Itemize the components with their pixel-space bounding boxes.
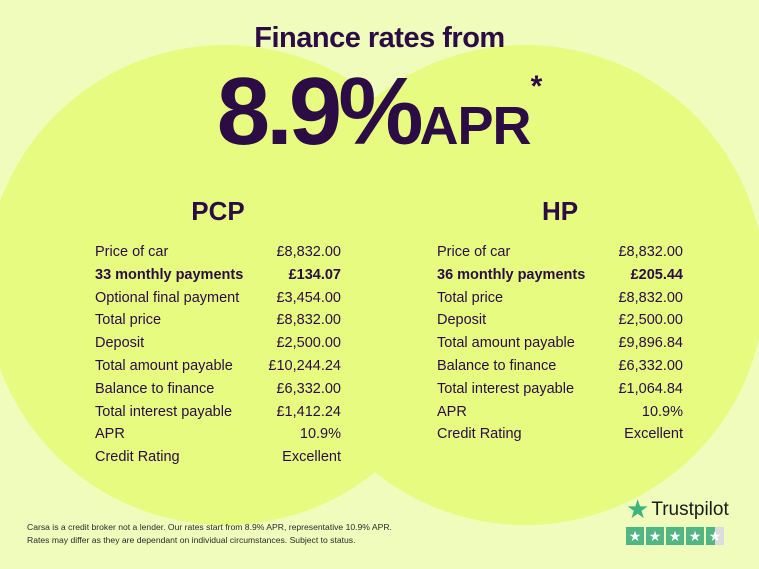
table-row: 33 monthly payments £134.07 [95, 264, 341, 287]
row-label: Credit Rating [437, 426, 522, 443]
rate-display: 8.9%APR* [0, 62, 759, 162]
table-row: Balance to finance £6,332.00 [437, 355, 683, 378]
row-label: Price of car [95, 244, 169, 260]
table-row: Deposit £2,500.00 [95, 332, 341, 355]
row-value: £2,500.00 [618, 312, 683, 329]
table-row: Balance to finance £6,332.00 [95, 378, 341, 401]
rate-value: 8.9% [216, 58, 424, 165]
star-icon: ★ [626, 494, 650, 524]
table-row: Credit Rating Excellent [437, 423, 683, 446]
table-row: Optional final payment £3,454.00 [95, 287, 341, 310]
table-row: Total amount payable £10,244.24 [95, 355, 341, 378]
table-row: Credit Rating Excellent [95, 446, 341, 469]
row-value: £205.44 [630, 266, 683, 283]
table-row: 36 monthly payments £205.44 [437, 264, 683, 287]
row-label: Total interest payable [437, 380, 575, 397]
row-value: £8,832.00 [276, 244, 341, 260]
trustpilot-name: Trustpilot [651, 498, 729, 520]
row-value: 10.9% [641, 403, 683, 420]
row-label: Deposit [437, 312, 487, 329]
row-value: £1,064.84 [618, 380, 683, 397]
table-row: Total price £8,832.00 [437, 287, 683, 310]
disclaimer-line: Carsa is a credit broker not a lender. O… [27, 522, 392, 532]
row-label: Credit Rating [95, 449, 180, 466]
asterisk: * [530, 70, 543, 103]
apr-label: APR [419, 96, 532, 156]
star-icon: ★ [666, 527, 684, 545]
trustpilot-badge: ★ Trustpilot ★ ★ ★ ★ ★ [626, 494, 729, 545]
row-value: £3,454.00 [276, 289, 341, 306]
row-label: Optional final payment [95, 289, 240, 306]
disclaimer: Carsa is a credit broker not a lender. O… [27, 521, 392, 547]
table-row: APR 10.9% [95, 423, 341, 446]
row-label: Total amount payable [95, 357, 233, 374]
table-row: Total price £8,832.00 [95, 309, 341, 332]
disclaimer-line: Rates may differ as they are dependant o… [27, 535, 356, 545]
pcp-plan: PCP Price of car £8,832.00 33 monthly payme… [95, 196, 341, 469]
headline: Finance rates from [254, 22, 505, 54]
row-value: £8,832.00 [276, 312, 341, 329]
table-row: Price of car £8,832.00 [437, 241, 683, 264]
row-label: Deposit [95, 335, 145, 352]
plan-title: HP [541, 196, 579, 226]
table-row: Total interest payable £1,064.84 [437, 378, 683, 401]
row-value: Excellent [624, 426, 683, 443]
table-row: Deposit £2,500.00 [437, 309, 683, 332]
row-value: £8,832.00 [618, 289, 683, 306]
background-circle-right [285, 45, 759, 525]
row-label: Total price [95, 312, 162, 329]
row-value: £1,412.24 [276, 403, 341, 420]
row-label: Balance to finance [437, 357, 557, 374]
table-row: APR 10.9% [437, 401, 683, 424]
row-label: Total amount payable [437, 335, 575, 352]
row-value: £9,896.84 [618, 335, 683, 352]
table-row: Total amount payable £9,896.84 [437, 332, 683, 355]
row-label: APR [95, 426, 125, 443]
row-label: 33 monthly payments [95, 266, 244, 283]
hp-plan: HP Price of car £8,832.00 36 monthly paymen… [437, 196, 683, 446]
row-label: 36 monthly payments [437, 266, 586, 283]
row-value: 10.9% [299, 426, 341, 443]
star-icon: ★ [626, 527, 644, 545]
star-icon: ★ [686, 527, 704, 545]
row-label: APR [437, 403, 467, 420]
trustpilot-stars: ★ ★ ★ ★ ★ [626, 527, 729, 545]
row-value: Excellent [282, 449, 341, 466]
trustpilot-logo: ★ Trustpilot [626, 494, 729, 525]
row-value: £6,332.00 [276, 380, 341, 397]
row-label: Total interest payable [95, 403, 233, 420]
row-value: £10,244.24 [268, 357, 341, 374]
row-value: £134.07 [288, 266, 341, 283]
plan-title: PCP [191, 196, 245, 226]
row-label: Price of car [437, 244, 511, 260]
table-row: Total interest payable £1,412.24 [95, 401, 341, 424]
row-value: £8,832.00 [618, 244, 683, 260]
star-icon: ★ [646, 527, 664, 545]
table-row: Price of car £8,832.00 [95, 241, 341, 264]
half-star-icon: ★ [706, 527, 724, 545]
row-value: £2,500.00 [276, 335, 341, 352]
row-label: Balance to finance [95, 380, 215, 397]
row-label: Total price [437, 289, 504, 306]
row-value: £6,332.00 [618, 357, 683, 374]
